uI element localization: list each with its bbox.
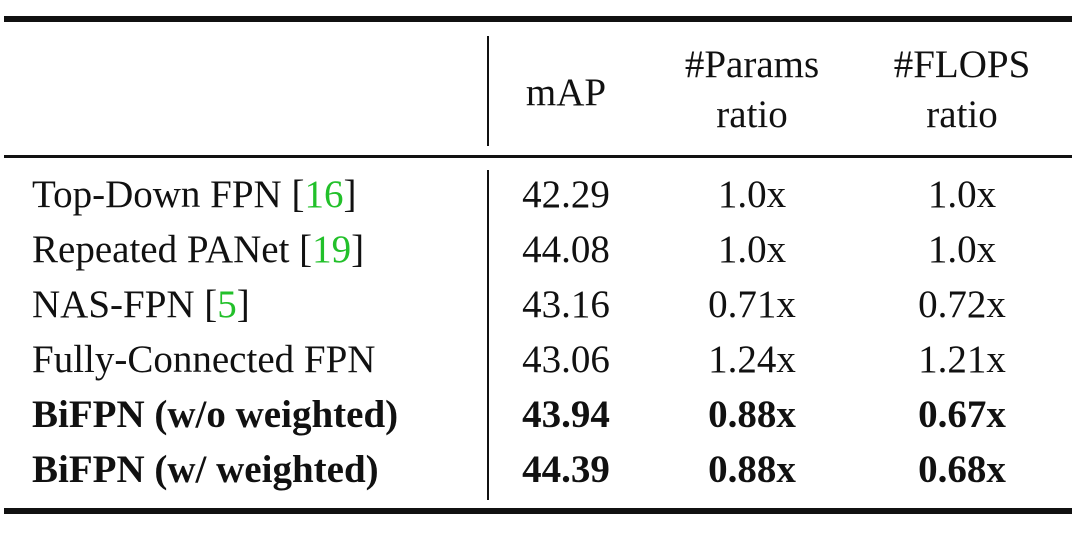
method-name: Fully-Connected FPN — [32, 338, 375, 382]
column-divider — [487, 170, 489, 500]
method-name: Repeated PANet [19] — [32, 228, 364, 272]
column-header: mAP — [526, 68, 606, 118]
column-divider — [487, 36, 489, 146]
bottom-rule — [4, 508, 1072, 514]
citation: 16 — [304, 173, 344, 216]
value-cell: 44.08 — [522, 228, 610, 271]
value-cell: 0.88x — [708, 393, 796, 436]
method-name: BiFPN (w/ weighted) — [32, 448, 379, 492]
method-name: NAS-FPN [5] — [32, 283, 250, 327]
method-text: BiFPN (w/ weighted) — [32, 448, 379, 491]
value-cell: 1.24x — [708, 338, 796, 381]
value-cell: 0.88x — [708, 448, 796, 491]
column-header: #Params ratio — [685, 40, 819, 140]
method-text: Top-Down FPN [ — [32, 173, 305, 216]
value-cell: 1.0x — [717, 228, 787, 271]
value-cell: 0.67x — [918, 393, 1006, 436]
method-name: Top-Down FPN [16] — [32, 173, 356, 217]
method-text: ] — [351, 228, 365, 271]
method-text: ] — [236, 283, 250, 326]
method-text: ] — [343, 173, 357, 216]
value-cell: 0.72x — [918, 283, 1006, 326]
value-cell: 0.71x — [708, 283, 796, 326]
value-cell: 1.21x — [918, 338, 1006, 381]
value-cell: 43.94 — [522, 393, 610, 436]
method-text: NAS-FPN [ — [32, 283, 218, 326]
method-name: BiFPN (w/o weighted) — [32, 393, 398, 437]
header-text: ratio — [716, 93, 788, 136]
header-rule — [4, 155, 1072, 158]
column-header: #FLOPS ratio — [894, 40, 1031, 140]
header-text: #FLOPS — [893, 43, 1031, 86]
header-text: #Params — [684, 43, 820, 86]
value-cell: 0.68x — [918, 448, 1006, 491]
value-cell: 43.16 — [522, 283, 610, 326]
method-text: Fully-Connected FPN — [32, 338, 376, 381]
header-text: mAP — [525, 71, 607, 114]
value-cell: 44.39 — [522, 448, 610, 491]
citation: 5 — [217, 283, 237, 326]
method-text: BiFPN (w/o weighted) — [32, 393, 399, 436]
method-text: Repeated PANet [ — [32, 228, 313, 271]
header-text: ratio — [926, 93, 998, 136]
value-cell: 1.0x — [717, 173, 787, 216]
top-rule — [4, 16, 1072, 22]
value-cell: 1.0x — [927, 228, 997, 271]
value-cell: 42.29 — [522, 173, 610, 216]
value-cell: 1.0x — [927, 173, 997, 216]
value-cell: 43.06 — [522, 338, 610, 381]
citation: 19 — [312, 228, 352, 271]
